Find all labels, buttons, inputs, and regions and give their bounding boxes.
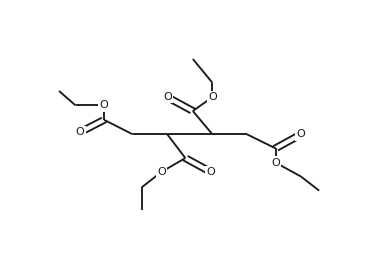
Text: O: O: [297, 129, 305, 139]
Text: O: O: [208, 92, 217, 102]
Text: O: O: [100, 100, 109, 110]
Text: O: O: [206, 167, 215, 177]
Text: O: O: [163, 92, 171, 102]
Text: O: O: [157, 167, 166, 177]
Text: O: O: [271, 158, 280, 168]
Text: O: O: [76, 127, 85, 137]
